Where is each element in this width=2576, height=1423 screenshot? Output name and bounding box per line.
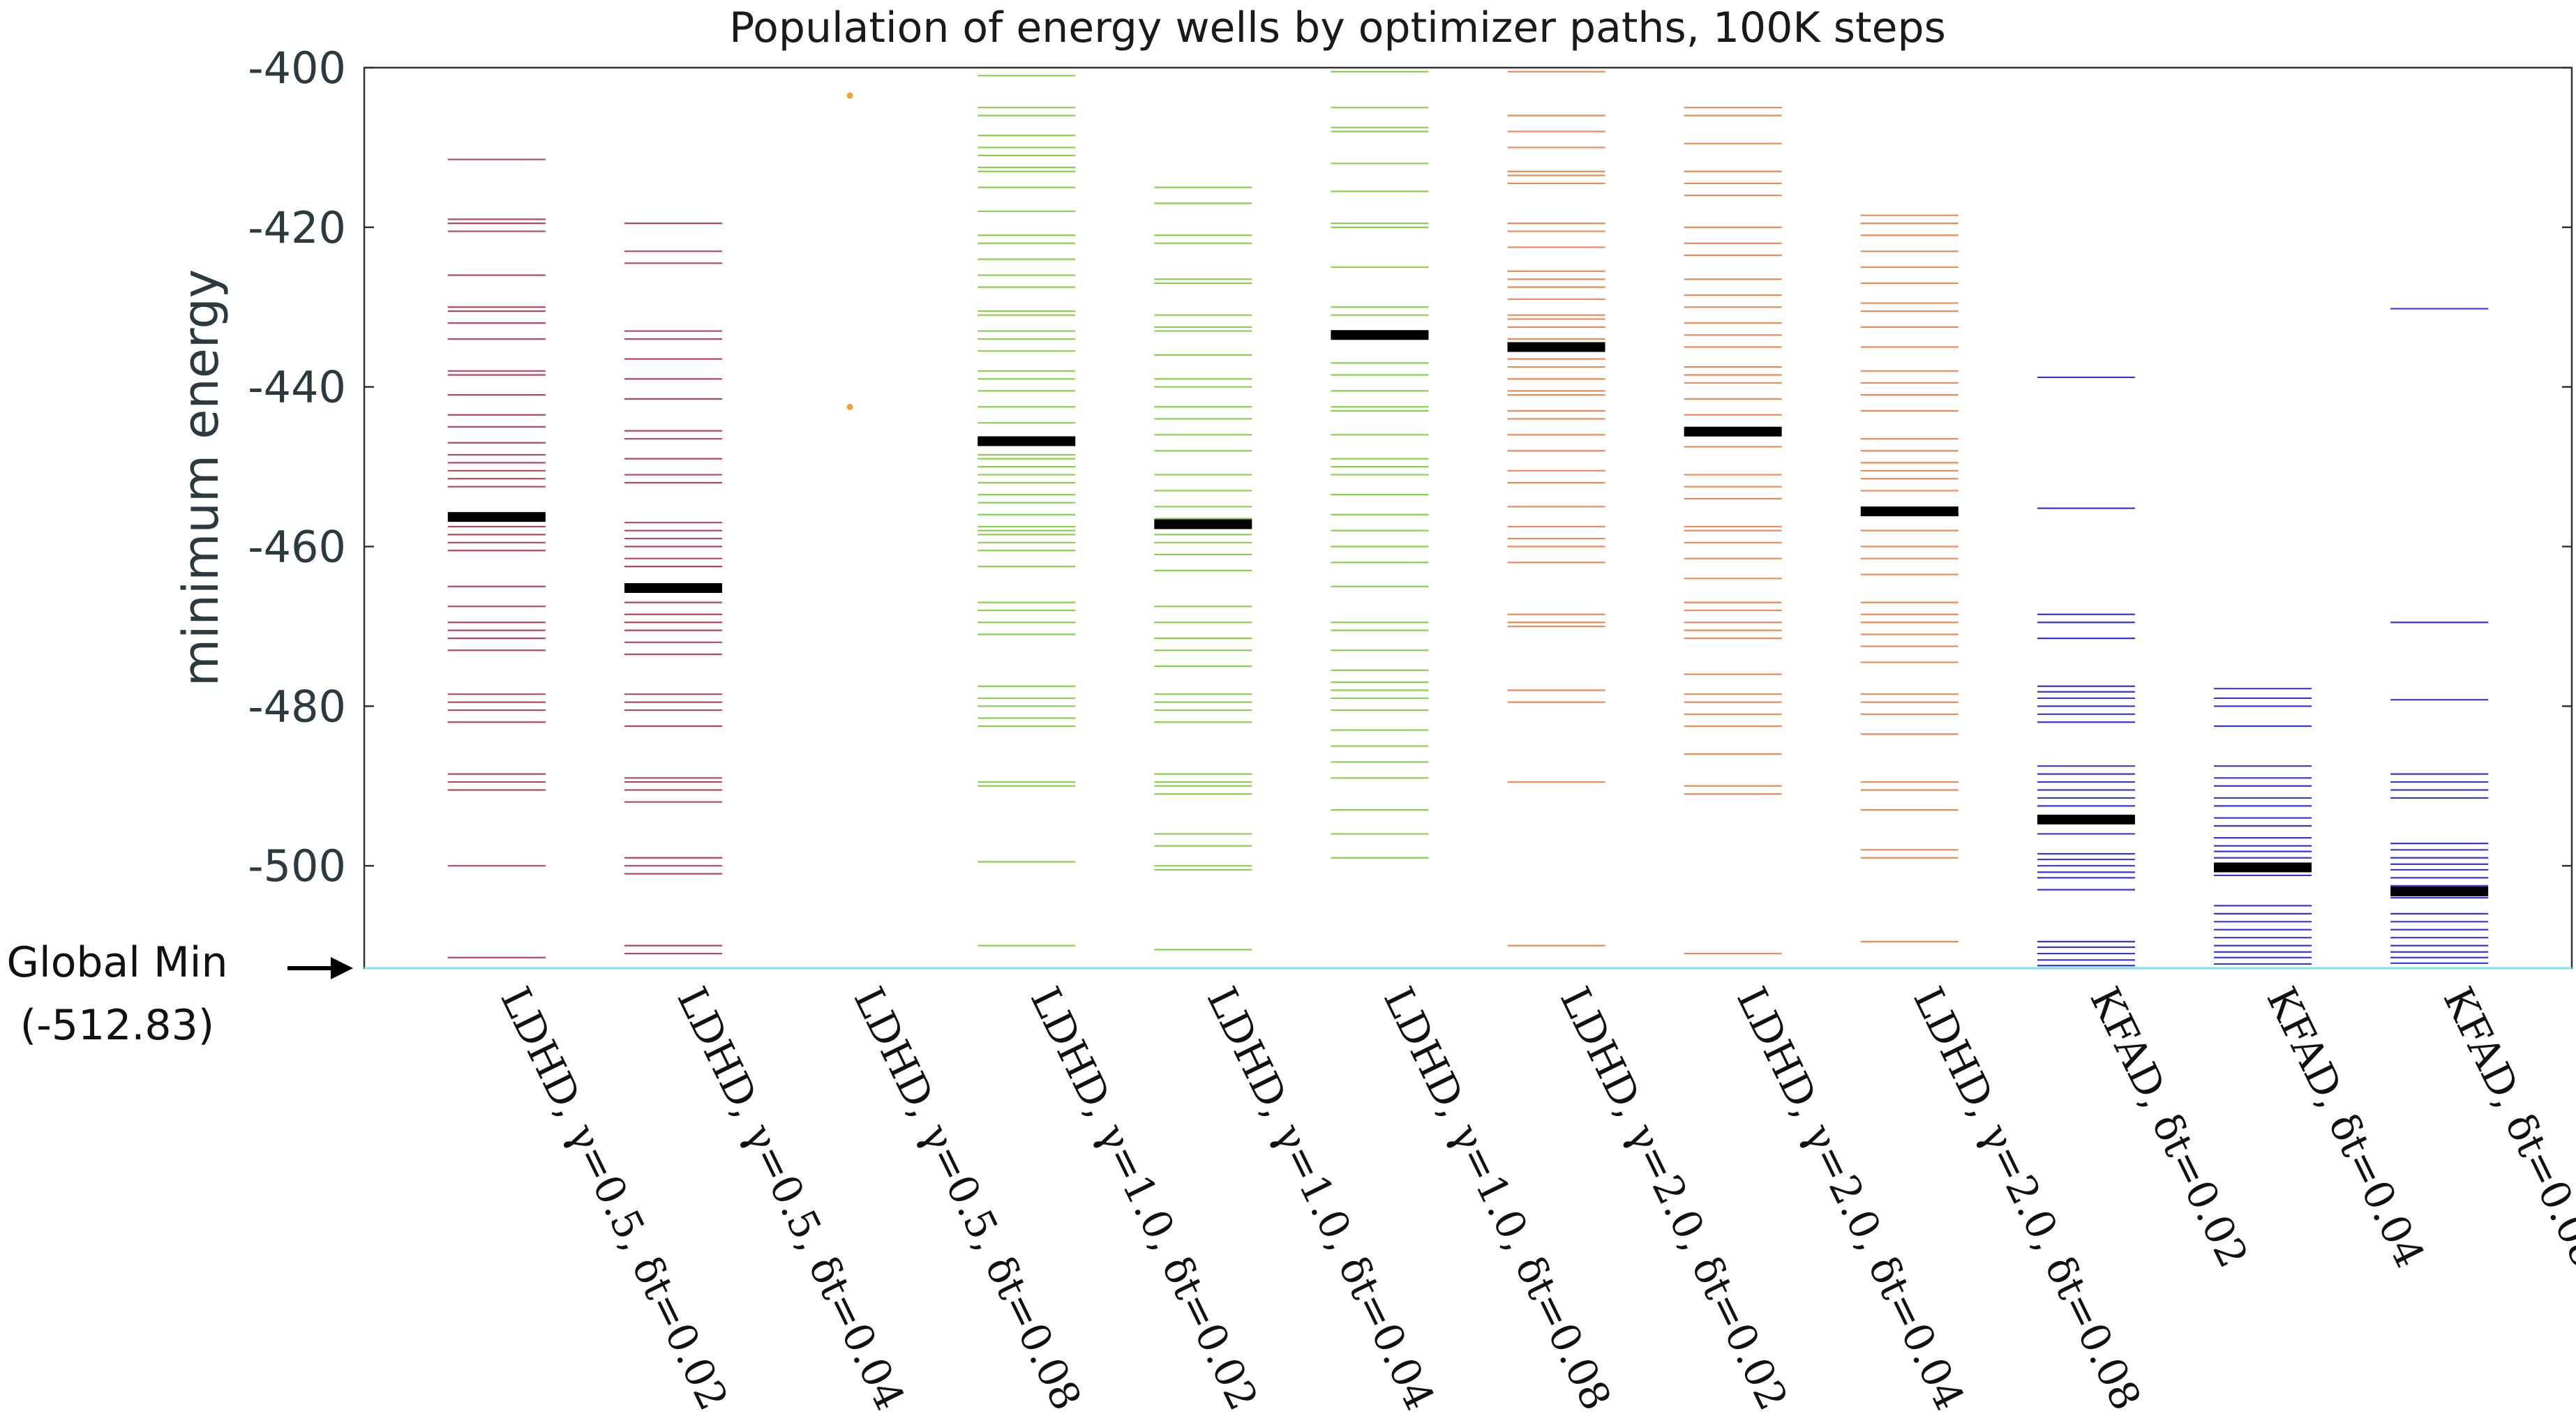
- series-6: [1331, 70, 1429, 859]
- y-tick-label: -400: [248, 43, 346, 93]
- global-min-label: Global Min: [7, 938, 228, 987]
- global-min-annotation: Global Min (-512.83): [7, 938, 353, 1050]
- x-tick-label: KFAD, δt=0.02: [2081, 979, 2257, 1274]
- global-min-value: (-512.83): [20, 1001, 214, 1050]
- y-axis-label: minimum energy: [172, 269, 230, 686]
- y-tick-label: -420: [248, 202, 346, 253]
- series-8: [1684, 107, 1782, 955]
- energy-point: [846, 403, 853, 410]
- series-10: [2037, 376, 2135, 967]
- arrow-right-icon: [287, 957, 353, 979]
- series-1: [447, 158, 546, 958]
- series-5: [1154, 186, 1252, 951]
- energy-point: [846, 92, 853, 99]
- chart-title: Population of energy wells by optimizer …: [729, 3, 1946, 52]
- x-tick-label: KFAD, δt=0.08: [2434, 979, 2576, 1274]
- y-tick-label: -460: [248, 522, 346, 573]
- series-3: [846, 92, 853, 410]
- series-11: [2214, 688, 2312, 965]
- series-2: [624, 223, 722, 955]
- series-4: [978, 66, 1076, 947]
- x-tick-label: KFAD, δt=0.04: [2257, 979, 2434, 1274]
- y-tick-label: -500: [248, 841, 346, 891]
- plot-frame: [363, 66, 2573, 970]
- plot-area: [447, 66, 2489, 969]
- axes: -400 -420 -440 -460 -480 -500: [248, 43, 2573, 970]
- series-12: [2390, 308, 2489, 969]
- series-9: [1860, 214, 1959, 942]
- y-tick-label: -440: [248, 362, 346, 413]
- series-7: [1507, 70, 1605, 947]
- y-tick-label: -480: [248, 681, 346, 732]
